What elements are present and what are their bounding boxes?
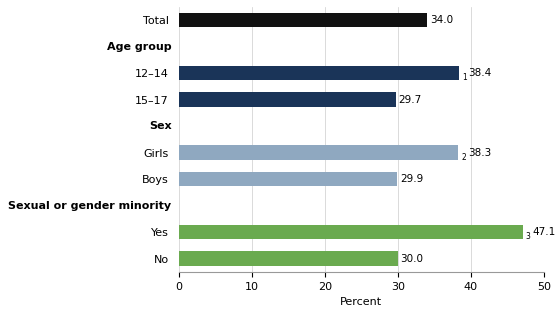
Text: 38.4: 38.4 (469, 68, 492, 78)
Text: 29.9: 29.9 (400, 174, 423, 184)
Text: 30.0: 30.0 (400, 253, 423, 263)
Bar (179, 172, 397, 187)
Text: 1: 1 (462, 73, 466, 82)
Text: Sex: Sex (149, 121, 171, 131)
Text: 47.1: 47.1 (532, 227, 556, 237)
Bar (179, 13, 427, 27)
Bar (179, 225, 522, 239)
X-axis label: Percent: Percent (340, 297, 382, 307)
Text: 34.0: 34.0 (430, 15, 453, 25)
Text: Sexual or gender minority: Sexual or gender minority (8, 201, 171, 211)
Bar (179, 251, 398, 266)
Text: Age group: Age group (107, 42, 171, 52)
Bar (179, 66, 459, 80)
Text: 3: 3 (525, 232, 530, 241)
Text: 38.3: 38.3 (468, 148, 491, 158)
Text: 29.7: 29.7 (399, 95, 422, 105)
Bar (179, 92, 395, 107)
Bar (179, 145, 458, 160)
Text: 2: 2 (461, 153, 466, 162)
